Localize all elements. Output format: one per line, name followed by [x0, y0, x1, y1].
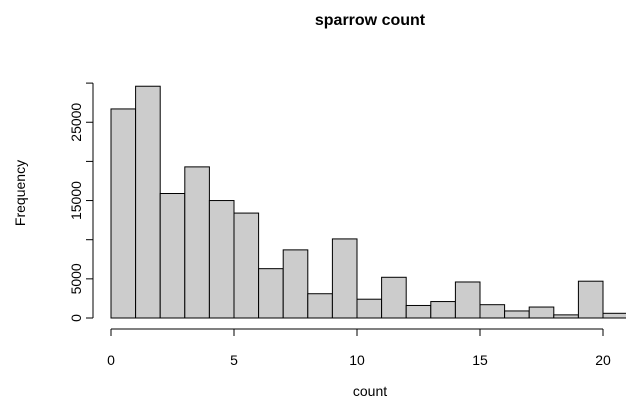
x-tick-label-0: 0 — [107, 352, 115, 368]
histogram-bar-1 — [135, 85, 161, 319]
bars-group — [110, 85, 626, 319]
histogram-bar-12 — [405, 304, 432, 319]
x-axis: 0 5 10 15 20 — [107, 328, 611, 368]
histogram-bar-5 — [233, 212, 260, 319]
histogram-bar-20 — [602, 312, 626, 319]
histogram-bar-2 — [159, 193, 186, 319]
histogram-bar-7 — [282, 249, 309, 319]
y-tick-label-2: 15000 — [68, 181, 84, 220]
histogram-bar-3 — [184, 166, 210, 319]
histogram-bar-11 — [381, 276, 407, 319]
histogram-bar-4 — [208, 200, 235, 319]
histogram-bar-13 — [430, 301, 456, 319]
y-tick-label-0: 0 — [68, 314, 84, 322]
histogram-bar-19 — [577, 280, 604, 319]
histogram-bar-16 — [504, 310, 530, 319]
histogram-bar-9 — [331, 238, 358, 319]
histogram-bar-18 — [553, 314, 579, 319]
y-tick-label-1: 5000 — [68, 263, 84, 294]
histogram-bar-17 — [528, 306, 555, 319]
histogram-bar-14 — [454, 281, 481, 319]
histogram-bar-0 — [110, 108, 137, 319]
x-tick-label-4: 20 — [595, 352, 611, 368]
y-axis: 0 5000 15000 25000 — [68, 82, 94, 322]
y-axis-label: Frequency — [12, 160, 28, 226]
histogram-bar-6 — [258, 268, 284, 319]
x-axis-label: count — [353, 383, 387, 399]
x-tick-label-2: 10 — [349, 352, 365, 368]
histogram-bar-8 — [307, 293, 333, 319]
x-tick-label-3: 15 — [472, 352, 488, 368]
histogram-bar-15 — [479, 304, 506, 319]
chart-title: sparrow count — [315, 12, 426, 29]
histogram-bar-10 — [356, 298, 383, 319]
y-tick-label-3: 25000 — [68, 103, 84, 142]
x-tick-label-1: 5 — [230, 352, 238, 368]
